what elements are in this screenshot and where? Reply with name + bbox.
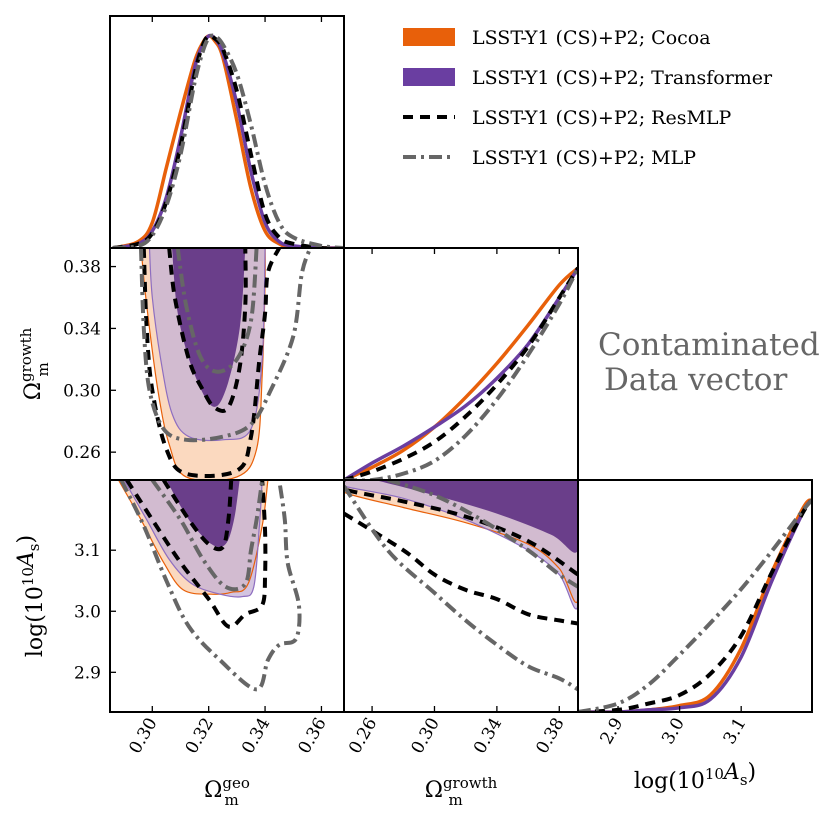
xtick-label-om_geo: 0.32	[182, 715, 218, 758]
ytick-label-om_growth: 0.38	[63, 258, 101, 278]
xlabel-logas-part: A	[722, 760, 740, 785]
xtick-label-logAs: 2.9	[597, 715, 628, 748]
xlabel-om-geo-sub: m	[224, 791, 238, 809]
marginal-om_growth-resmlp	[344, 266, 578, 480]
ylabel-om-growth-sub: m	[34, 362, 52, 376]
ylabel-logas-part: 10	[19, 567, 37, 586]
ylabel-om-growth-sup: growth	[17, 327, 35, 382]
marginal-om_growth-transformer	[344, 267, 578, 480]
panel-frame-p22	[577, 479, 813, 713]
contour-lines	[112, 33, 812, 712]
ylabel-logas: log(1010As)	[14, 535, 48, 657]
axis-ticks	[110, 16, 742, 712]
xlabel-logas-part: s	[740, 771, 748, 789]
contour-line-resmlp_outer	[344, 511, 578, 626]
contour-line-mlp_outer	[119, 480, 302, 692]
legend-label-0: LSST-Y1 (CS)+P2; Cocoa	[472, 27, 711, 49]
contour-line-resmlp_inner	[167, 248, 248, 413]
xtick-label-om_growth: 0.38	[532, 715, 568, 758]
ylabel-om-growth-base: Ω	[21, 382, 46, 400]
panel-frame-p00	[109, 15, 345, 249]
marginal-om_geo-mlp	[112, 33, 344, 248]
contour-line-resmlp_inner	[161, 480, 234, 552]
xlabel-om-geo-base: Ω	[204, 778, 222, 803]
contour-fill-transformer_inner	[375, 480, 578, 553]
ylabel-logas-part: )	[14, 535, 39, 544]
ytick-label-logAs: 3.1	[74, 541, 101, 561]
contour-edge-transformer_outer	[148, 248, 266, 442]
xtick-label-om_geo: 0.30	[125, 715, 161, 758]
contour-line-resmlp_inner	[344, 480, 578, 577]
contour-line-mlp_outer	[139, 248, 313, 443]
legend-label-3: LSST-Y1 (CS)+P2; MLP	[472, 147, 696, 169]
annotation-line-1: Contaminated	[598, 327, 820, 363]
legend-label-2: LSST-Y1 (CS)+P2; ResMLP	[472, 107, 732, 129]
xlabel-om-geo-sup: geo	[222, 774, 250, 792]
ylabel-om-growth: Ωgrowthm	[17, 327, 52, 400]
ytick-label-logAs: 3.0	[74, 602, 101, 622]
marginal-om_growth-mlp	[344, 267, 578, 480]
xlabel-om-growth: Ωgrowth m	[425, 774, 498, 809]
xlabel-logas-part: 10	[705, 765, 724, 783]
ylabel-logas-part: s	[25, 543, 43, 551]
marginal-om_growth-cocoa	[344, 266, 578, 480]
xtick-label-om_geo: 0.36	[295, 715, 331, 758]
xlabel-om-growth-base: Ω	[425, 778, 443, 803]
xlabel-om-growth-sup: growth	[443, 774, 498, 792]
legend-swatch-0	[403, 28, 455, 46]
xtick-label-logAs: 3.0	[658, 715, 689, 748]
legend: LSST-Y1 (CS)+P2; Cocoa LSST-Y1 (CS)+P2; T…	[403, 27, 773, 169]
contour-line-resmlp_outer	[125, 480, 268, 629]
panel-frames	[109, 15, 813, 713]
xtick-label-om_growth: 0.34	[470, 715, 506, 758]
contour-line-mlp_inner	[150, 480, 265, 592]
marginal-logAs-mlp	[578, 498, 812, 712]
xlabel-logas-part: log(10	[634, 769, 705, 794]
ytick-label-om_growth: 0.30	[63, 381, 101, 401]
legend-swatch-1	[403, 68, 455, 86]
marginal-logAs-resmlp	[578, 498, 812, 712]
xtick-label-om_growth: 0.26	[345, 715, 381, 758]
contour-fills	[118, 248, 578, 609]
marginal-logAs-cocoa	[578, 498, 812, 712]
marginal-logAs-transformer	[578, 498, 812, 712]
legend-label-1: LSST-Y1 (CS)+P2; Transformer	[472, 67, 773, 89]
contour-fill-transformer_inner	[172, 248, 246, 407]
marginal-om_geo-resmlp	[112, 33, 344, 248]
xtick-label-om_geo: 0.34	[238, 715, 274, 758]
xlabel-om-geo: Ωgeo m	[204, 774, 250, 809]
xlabel-om-growth-sub: m	[448, 791, 462, 809]
xlabel-logas-part: )	[748, 760, 757, 785]
ylabel-logas-part: A	[14, 551, 39, 569]
ytick-label-om_growth: 0.34	[63, 319, 101, 339]
contour-edge-transformer_outer	[123, 480, 263, 598]
xtick-label-om_growth: 0.30	[408, 715, 444, 758]
ytick-label-logAs: 2.9	[74, 663, 101, 683]
contour-line-resmlp_outer	[141, 248, 282, 479]
contour-fill-transformer_inner	[166, 480, 240, 548]
annotation-line-2: Data vector	[604, 362, 787, 398]
contour-line-mlp_outer	[344, 484, 578, 692]
contour-line-mlp_inner	[175, 248, 259, 374]
ylabel-logas-part: log(10	[23, 586, 48, 657]
xtick-label-logAs: 3.1	[720, 715, 751, 748]
xlabel-logas: log(1010As)	[634, 760, 756, 794]
ytick-label-om_growth: 0.26	[63, 443, 101, 463]
panel-frame-p11	[343, 247, 579, 481]
contour-line-mlp_inner	[387, 480, 578, 589]
